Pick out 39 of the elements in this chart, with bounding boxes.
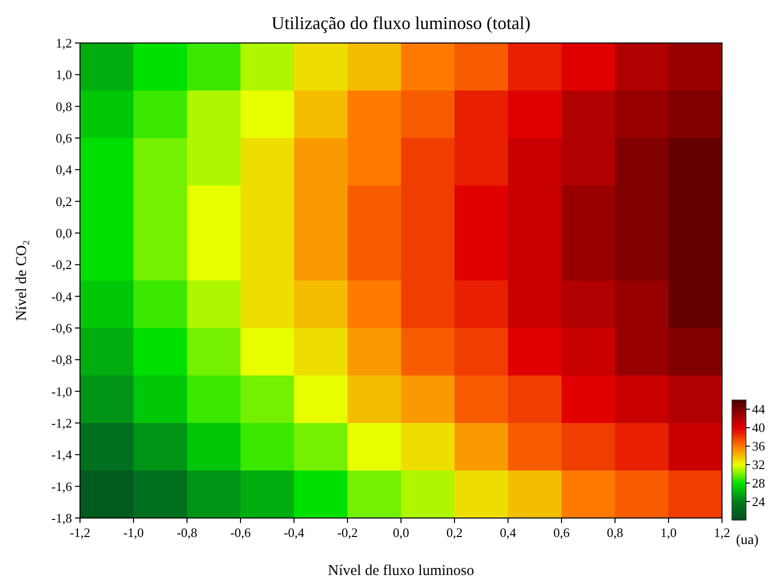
- color-bar-label: 28: [752, 476, 765, 491]
- x-tick-label: -0,8: [176, 525, 198, 540]
- x-tick-label: -1,0: [123, 525, 144, 540]
- x-tick-label: 0,6: [553, 525, 570, 540]
- y-tick-label: -1,8: [51, 510, 72, 526]
- y-tick-label: -0,2: [51, 257, 72, 272]
- color-bar-label: 36: [752, 438, 766, 454]
- x-tick-label: 0,0: [392, 525, 410, 540]
- y-tick-label: 0,6: [56, 130, 72, 146]
- color-bar-label: 40: [752, 420, 765, 436]
- x-tick-label: -1,2: [70, 525, 90, 540]
- color-bar-label: 44: [752, 402, 766, 417]
- y-tick-label: -0,4: [51, 288, 72, 304]
- y-tick-label: 0,8: [56, 98, 72, 114]
- x-tick-label: 0,8: [606, 525, 624, 540]
- x-tick-label: -0,6: [230, 525, 252, 540]
- y-tick-label: -1,0: [51, 384, 72, 399]
- y-tick-label: -1,4: [51, 447, 72, 462]
- chart-title: Utilização do fluxo luminoso (total): [272, 13, 530, 33]
- color-bar-title: (ua): [736, 533, 759, 548]
- x-tick-label: 0,4: [500, 525, 517, 540]
- y-tick-label: -1,2: [51, 416, 72, 430]
- y-tick-label: -0,8: [51, 352, 72, 368]
- y-tick-label: 0,2: [56, 194, 72, 209]
- y-axis-title: Nível de CO₂: [14, 240, 30, 322]
- color-bar-label: 24: [752, 494, 766, 510]
- y-tick-label: 0,0: [56, 226, 72, 240]
- x-axis-title: Nível de fluxo luminoso: [328, 563, 474, 579]
- y-tick-label: -1,6: [51, 478, 72, 494]
- x-tick-label: 1,0: [660, 525, 677, 540]
- y-tick-label: -0,6: [51, 320, 72, 336]
- x-tick-label: -0,4: [284, 525, 305, 540]
- y-tick-label: 1,2: [56, 36, 72, 50]
- y-tick-label: 0,4: [56, 162, 72, 178]
- y-tick-label: 1,0: [56, 67, 72, 82]
- x-tick-label: 0,2: [446, 525, 463, 540]
- color-bar-label: 32: [752, 457, 765, 472]
- x-tick-label: 1,2: [714, 525, 730, 540]
- x-tick-label: -0,2: [337, 525, 358, 540]
